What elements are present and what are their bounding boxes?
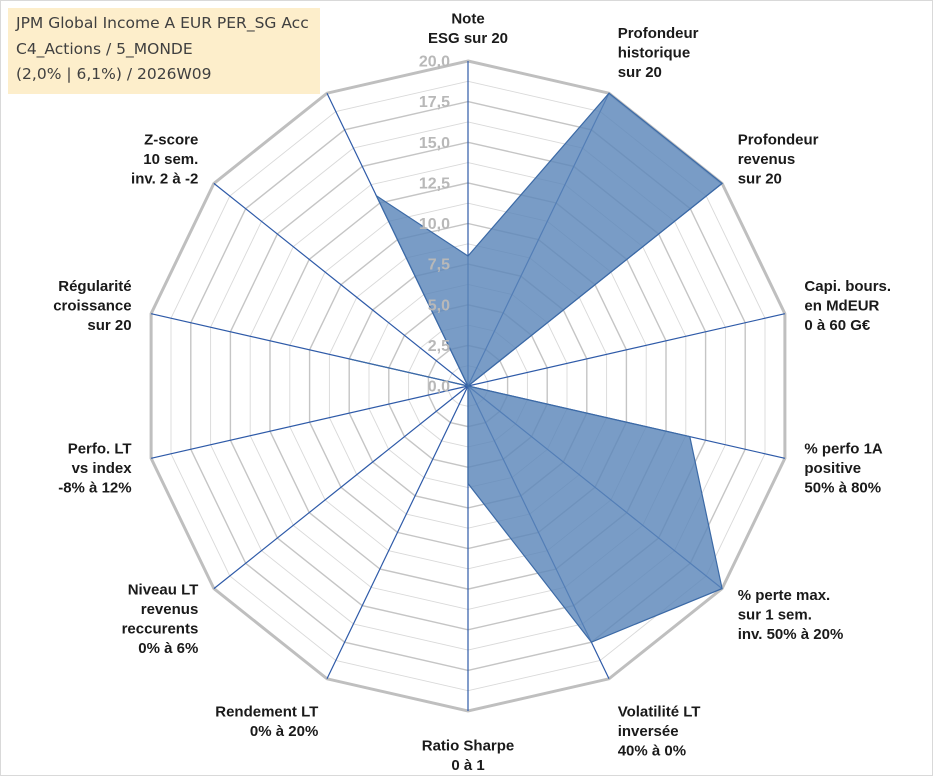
- radar-series: [349, 92, 724, 643]
- category-label-line: 10 sem.: [143, 151, 198, 168]
- chart-title-line-3: (2,0% | 6,1%) / 2026W09: [16, 65, 212, 83]
- category-label-line: 50% à 80%: [804, 480, 881, 497]
- category-label-line: sur 1 sem.: [738, 607, 812, 624]
- category-label-line: Profondeur: [618, 25, 699, 42]
- tick-label: 2,5: [428, 338, 450, 355]
- category-label-line: inv. 50% à 20%: [738, 626, 844, 643]
- category-label-line: ESG sur 20: [428, 30, 508, 47]
- category-label-line: croissance: [53, 297, 131, 314]
- category-label: Profondeur historique sur 20: [618, 25, 699, 81]
- tick-label: 15,0: [419, 135, 450, 152]
- category-label-line: revenus: [141, 601, 199, 618]
- category-label-line: vs index: [72, 460, 133, 477]
- axis-spoke: [326, 385, 469, 680]
- category-label-line: sur 20: [738, 170, 782, 187]
- category-label-line: Perfo. LT: [68, 441, 132, 458]
- category-label: Perfo. LT vs index -8% à 12%: [58, 441, 132, 497]
- axis-spoke: [213, 182, 469, 387]
- category-label: Note ESG sur 20: [428, 11, 508, 48]
- tick-label: 12,5: [419, 175, 450, 192]
- axis-spoke: [150, 385, 469, 459]
- category-label-line: sur 20: [87, 317, 131, 334]
- category-label-line: % perfo 1A: [804, 441, 883, 458]
- category-label-line: % perte max.: [738, 587, 831, 604]
- axis-spoke: [213, 385, 469, 590]
- category-label-line: reccurents: [122, 621, 199, 638]
- category-label-line: historique: [618, 45, 691, 62]
- category-label-line: Note: [451, 11, 484, 28]
- category-label-line: Régularité: [58, 278, 131, 295]
- category-label: Profondeur revenus sur 20: [738, 131, 819, 187]
- category-label: % perte max. sur 1 sem. inv. 50% à 20%: [738, 587, 844, 643]
- category-label-line: sur 20: [618, 64, 662, 81]
- category-label: Ratio Sharpe 0 à 1: [422, 738, 515, 775]
- category-label-line: Niveau LT: [128, 582, 199, 599]
- tick-label: 0,0: [428, 379, 450, 396]
- category-label-line: inv. 2 à -2: [131, 170, 198, 187]
- chart-title-box: JPM Global Income A EUR PER_SG Acc C4_Ac…: [8, 8, 320, 94]
- category-label: Z-score 10 sem. inv. 2 à -2: [131, 131, 198, 187]
- category-label-line: 0% à 6%: [138, 640, 198, 657]
- category-label-line: Volatilité LT: [618, 703, 701, 720]
- radial-axis-ticks: 0,0 2,5 5,0 7,5 10,0 12,5 15,0 17,5 20,0: [419, 54, 450, 396]
- category-label-line: en MdEUR: [804, 297, 879, 314]
- category-label-line: Rendement LT: [215, 703, 318, 720]
- category-label: % perfo 1A positive 50% à 80%: [804, 441, 883, 497]
- category-label-line: revenus: [738, 151, 796, 168]
- category-label: Niveau LT revenus reccurents 0% à 6%: [122, 582, 199, 658]
- category-label-line: Profondeur: [738, 131, 819, 148]
- tick-label: 10,0: [419, 216, 450, 233]
- category-label: Régularité croissance sur 20: [53, 278, 131, 334]
- category-label-line: Capi. bours.: [804, 278, 891, 295]
- category-label-line: Z-score: [144, 131, 198, 148]
- category-label-line: 40% à 0%: [618, 742, 686, 759]
- chart-title-line-2: C4_Actions / 5_MONDE: [16, 40, 193, 58]
- category-label-line: positive: [804, 460, 861, 477]
- category-label-line: 0 à 1: [451, 757, 484, 774]
- tick-label: 20,0: [419, 54, 450, 71]
- axis-spoke: [467, 313, 786, 387]
- category-label: Capi. bours. en MdEUR 0 à 60 G€: [804, 278, 891, 334]
- tick-label: 7,5: [428, 257, 450, 274]
- chart-title-line-1: JPM Global Income A EUR PER_SG Acc: [16, 14, 309, 32]
- tick-label: 5,0: [428, 297, 450, 314]
- category-label-line: 0% à 20%: [250, 723, 318, 740]
- category-label-line: -8% à 12%: [58, 480, 131, 497]
- category-label: Volatilité LT inversée 40% à 0%: [618, 703, 701, 759]
- category-label-line: inversée: [618, 723, 679, 740]
- tick-label: 17,5: [419, 94, 450, 111]
- category-label-line: Ratio Sharpe: [422, 738, 515, 755]
- category-label: Rendement LT 0% à 20%: [215, 703, 318, 740]
- category-label-line: 0 à 60 G€: [804, 317, 871, 334]
